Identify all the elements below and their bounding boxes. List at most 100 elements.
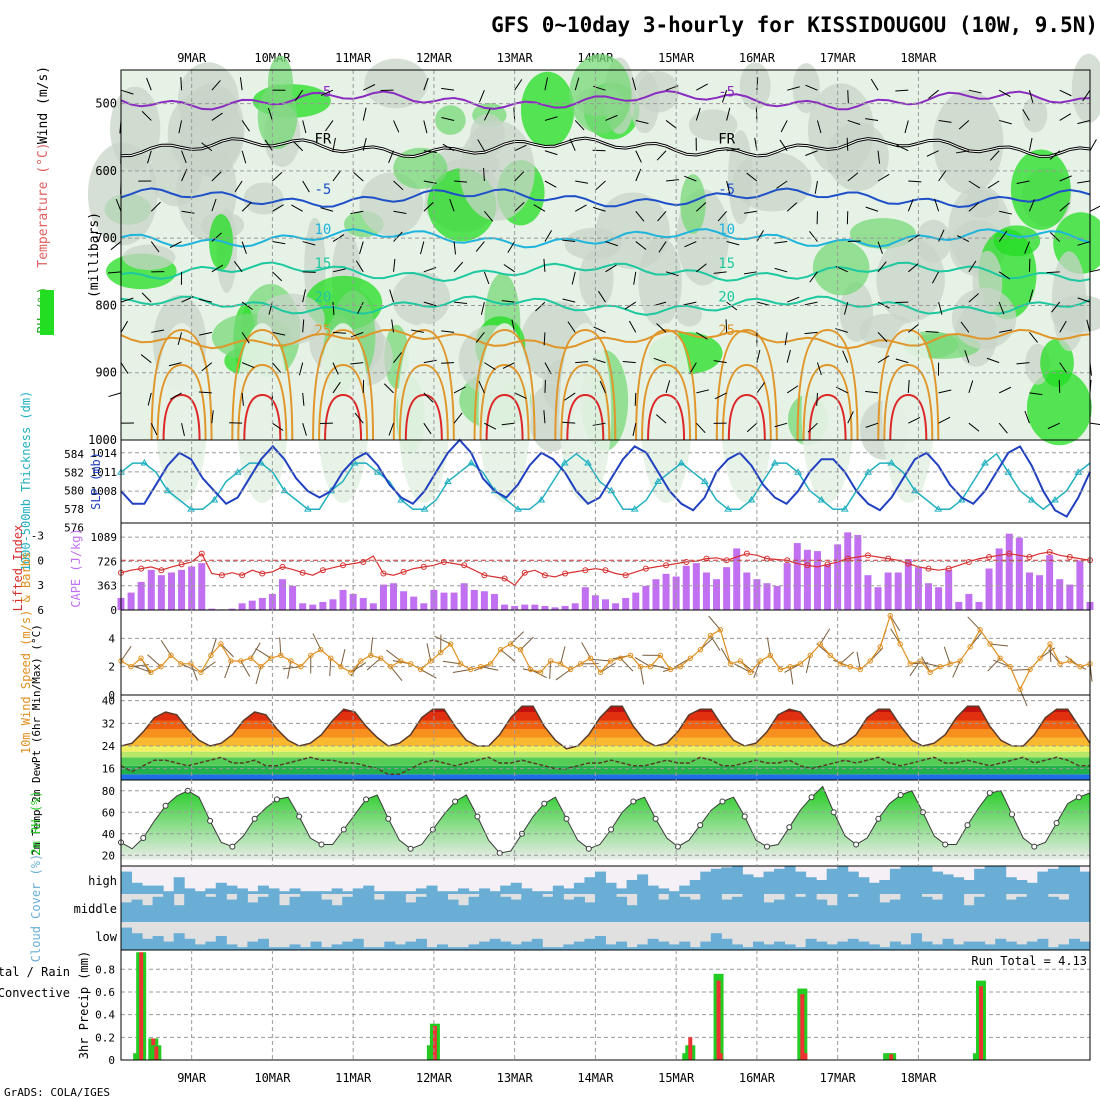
li-marker (420, 563, 427, 570)
wind-barb (514, 144, 527, 152)
cloud-bar (721, 899, 733, 922)
wind-barb (302, 392, 305, 406)
date-label-bottom: 15MAR (658, 1071, 695, 1085)
cloud-bar (784, 866, 796, 894)
wind-barb-10m (600, 662, 616, 673)
wind-barb (362, 137, 367, 151)
cloud-bar (415, 938, 427, 950)
cloud-bar (531, 938, 543, 950)
cape-bar (581, 587, 589, 610)
legend-total-rain: Total / Rain (0, 965, 70, 979)
date-label-bottom: 18MAR (900, 1071, 937, 1085)
wind-barb (756, 382, 766, 394)
cloud-bar (300, 894, 312, 922)
temp-band (121, 737, 1090, 746)
wind-barb (804, 301, 818, 306)
wind-marker (258, 663, 264, 670)
cloud-bar (995, 894, 1007, 922)
cloud-bar (805, 877, 817, 894)
cape-bar (167, 572, 175, 610)
wind-barb (302, 289, 306, 303)
wind-marker (547, 658, 554, 664)
cloud-bar (910, 933, 922, 950)
wind-barb (454, 180, 468, 183)
rh-marker (318, 841, 325, 848)
cloud-bar (352, 888, 364, 894)
isotherm-loop (392, 328, 455, 441)
isotherm-loop (243, 393, 282, 441)
cape-bar (420, 603, 428, 610)
wind-barb (543, 410, 546, 424)
wind-barb (968, 380, 974, 394)
wind-marker (378, 655, 384, 661)
wind-barb (968, 422, 980, 432)
wind-barb (293, 141, 304, 152)
wind-marker (537, 669, 544, 676)
wind-barb (353, 172, 364, 182)
y-axis-label: (millibars) (87, 212, 102, 298)
thickness-marker (397, 495, 406, 503)
thickness-marker (584, 459, 592, 466)
cape-bar (612, 603, 620, 610)
cloud-level-label: low (95, 930, 117, 944)
wind-barb (726, 107, 731, 121)
li-marker (965, 558, 972, 565)
wind-barb (441, 362, 455, 364)
temp-label: 2m Temp 2m DewPt (6hr Min/Max) (°C) (30, 624, 43, 856)
cloud-bar (142, 885, 154, 894)
wind-barb (393, 352, 402, 363)
date-label-bottom: 10MAR (254, 1071, 291, 1085)
wind-barb (477, 139, 485, 151)
cloud-bar (974, 868, 986, 894)
wind-marker (248, 655, 254, 661)
cloud-bar (826, 944, 838, 950)
wind-barb (569, 138, 576, 151)
cape-bar (864, 575, 872, 610)
cloud-bar (363, 947, 375, 950)
wind-barb (907, 379, 910, 393)
wind-barb-10m (634, 657, 651, 668)
cloud-bar (731, 866, 743, 894)
cloud-bar (1079, 941, 1091, 950)
li-marker (562, 570, 569, 577)
wind-barb (843, 301, 849, 315)
cloud-bar (774, 899, 786, 922)
wind-barb-10m (708, 615, 721, 631)
wind-barb (865, 206, 879, 212)
cloud-bar (837, 894, 849, 922)
wind-barb (514, 79, 523, 91)
cape-bar (682, 565, 690, 610)
li-marker (158, 567, 165, 574)
panel-frame (120, 522, 1091, 611)
wind-barb (350, 210, 364, 215)
cloud-bar (932, 944, 944, 950)
precip-convective-bar (718, 1053, 723, 1060)
wind-barb (1024, 410, 1030, 424)
wind-barb (1077, 180, 1091, 184)
wind-barb (146, 77, 152, 91)
cloud-bar (142, 938, 154, 950)
wind-barb (383, 383, 394, 394)
cape-bar (894, 572, 902, 610)
wind-barb-10m (133, 665, 152, 673)
cape-bar (208, 608, 216, 610)
cloud-bar (257, 938, 269, 950)
isotherm-loop (473, 328, 536, 441)
cape-bar (813, 551, 821, 610)
cape-bar (390, 583, 398, 610)
cloud-bar (900, 944, 912, 950)
cloud-bar (321, 891, 333, 894)
li-marker (299, 569, 306, 576)
cape-bar (975, 601, 983, 610)
cloud-bar (510, 882, 522, 894)
wind-marker (1037, 655, 1043, 661)
wind-barb (870, 78, 879, 91)
cloud-bar (405, 902, 417, 922)
pressure-tick: 700 (95, 231, 117, 245)
wind-barb-10m (287, 660, 292, 679)
wind-barb (968, 293, 979, 303)
wind-barb (141, 110, 152, 121)
wind-barb (562, 421, 576, 424)
wind-barb (241, 392, 244, 406)
footer-credit: GrADS: COLA/IGES (4, 1086, 110, 1099)
